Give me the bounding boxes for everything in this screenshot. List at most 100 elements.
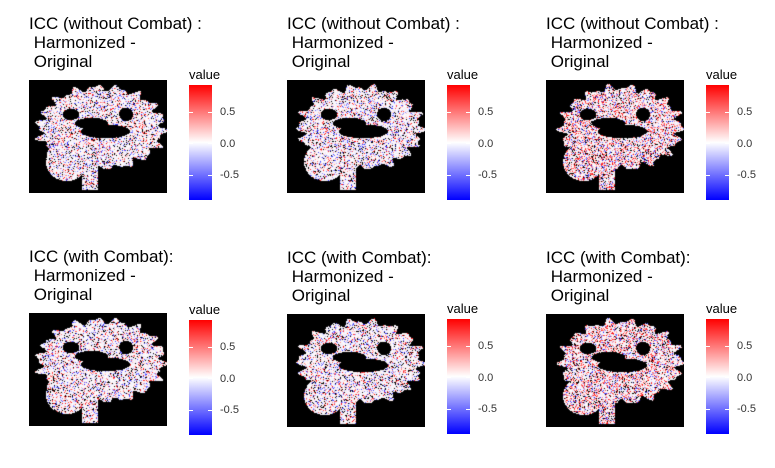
brain-heatmap <box>546 314 684 427</box>
brain-heatmap <box>29 313 167 426</box>
legend-tick-label: 0.0 <box>220 373 236 385</box>
legend-tick-mark <box>706 409 710 410</box>
brain-heatmap <box>287 314 425 427</box>
brain-heatmap <box>287 80 425 193</box>
legend-tick-label: -0.5 <box>737 403 756 415</box>
legend-tick-mark <box>189 143 193 144</box>
legend-title: value <box>189 67 221 82</box>
panel-icc-with-combat-3: ICC (with Combat): Harmonized - Original… <box>546 248 775 468</box>
legend-tick-mark <box>725 175 729 176</box>
color-legend: value 0.5 0.0 -0.5 <box>706 68 775 218</box>
title-line: ICC (with Combat): <box>546 248 691 267</box>
panel-icc-with-combat-2: ICC (with Combat): Harmonized - Original… <box>287 248 537 468</box>
legend-tick-mark <box>447 143 451 144</box>
legend-tick-mark <box>706 377 710 378</box>
title-line: Harmonized - <box>29 266 136 285</box>
legend-colorbar <box>189 320 212 435</box>
panel-title: ICC (without Combat) : Harmonized - Orig… <box>287 14 537 71</box>
legend-title: value <box>447 67 479 82</box>
legend-tick-mark <box>706 143 710 144</box>
legend-tick-mark <box>725 143 729 144</box>
legend-tick-mark <box>706 112 710 113</box>
panel-title: ICC (without Combat) : Harmonized - Orig… <box>29 14 279 71</box>
title-line: Original <box>29 285 93 304</box>
legend-tick-mark <box>725 409 729 410</box>
legend-tick-mark <box>208 175 212 176</box>
color-legend: value 0.5 0.0 -0.5 <box>706 302 775 452</box>
panel-title: ICC (with Combat): Harmonized - Original <box>29 247 279 304</box>
title-line: Harmonized - <box>287 33 394 52</box>
legend-tick-label: 0.0 <box>737 372 753 384</box>
legend-tick-label: 0.0 <box>220 138 236 150</box>
title-line: Harmonized - <box>287 267 394 286</box>
legend-tick-mark <box>208 143 212 144</box>
legend-tick-label: -0.5 <box>737 169 756 181</box>
legend-title: value <box>706 301 738 316</box>
legend-colorbar <box>706 85 729 200</box>
title-line: Original <box>287 286 351 305</box>
legend-tick-mark <box>189 378 193 379</box>
color-legend: value 0.5 0.0 -0.5 <box>189 303 269 453</box>
legend-tick-mark <box>208 410 212 411</box>
title-line: ICC (without Combat) : <box>287 14 460 33</box>
legend-tick-label: -0.5 <box>478 403 497 415</box>
title-line: ICC (with Combat): <box>29 247 174 266</box>
legend-colorbar <box>706 319 729 434</box>
title-line: ICC (with Combat): <box>287 248 432 267</box>
legend-tick-mark <box>466 346 470 347</box>
legend-tick-mark <box>725 377 729 378</box>
legend-tick-label: 0.0 <box>737 138 753 150</box>
legend-tick-mark <box>208 112 212 113</box>
legend-tick-mark <box>447 175 451 176</box>
legend-tick-mark <box>189 112 193 113</box>
legend-tick-mark <box>189 410 193 411</box>
title-line: Original <box>29 52 93 71</box>
color-legend: value 0.5 0.0 -0.5 <box>447 68 527 218</box>
legend-tick-mark <box>466 112 470 113</box>
title-line: Original <box>546 286 610 305</box>
legend-tick-label: 0.5 <box>220 106 236 118</box>
brain-heatmap <box>29 80 167 193</box>
legend-tick-mark <box>706 175 710 176</box>
legend-title: value <box>447 301 479 316</box>
legend-tick-label: -0.5 <box>220 169 239 181</box>
legend-tick-label: 0.5 <box>478 106 494 118</box>
legend-tick-label: 0.5 <box>478 340 494 352</box>
legend-tick-mark <box>466 143 470 144</box>
legend-tick-mark <box>466 409 470 410</box>
panel-icc-without-combat-2: ICC (without Combat) : Harmonized - Orig… <box>287 14 537 234</box>
panel-title: ICC (with Combat): Harmonized - Original <box>287 248 537 305</box>
legend-tick-mark <box>208 378 212 379</box>
title-line: Harmonized - <box>546 267 653 286</box>
title-line: Original <box>546 52 610 71</box>
color-legend: value 0.5 0.0 -0.5 <box>189 68 269 218</box>
legend-tick-mark <box>189 175 193 176</box>
legend-tick-mark <box>466 377 470 378</box>
legend-tick-label: 0.5 <box>737 106 753 118</box>
title-line: Harmonized - <box>546 33 653 52</box>
legend-tick-mark <box>447 346 451 347</box>
legend-colorbar <box>189 85 212 200</box>
legend-tick-label: 0.0 <box>478 138 494 150</box>
legend-tick-label: 0.0 <box>478 372 494 384</box>
title-line: ICC (without Combat) : <box>546 14 719 33</box>
legend-tick-mark <box>189 347 193 348</box>
title-line: Original <box>287 52 351 71</box>
legend-tick-mark <box>447 377 451 378</box>
legend-tick-label: 0.5 <box>737 340 753 352</box>
panel-title: ICC (without Combat) : Harmonized - Orig… <box>546 14 775 71</box>
legend-title: value <box>706 67 738 82</box>
legend-tick-mark <box>466 175 470 176</box>
legend-title: value <box>189 302 221 317</box>
brain-heatmap <box>546 80 684 193</box>
legend-tick-mark <box>706 346 710 347</box>
panel-icc-without-combat-1: ICC (without Combat) : Harmonized - Orig… <box>29 14 279 234</box>
panel-icc-without-combat-3: ICC (without Combat) : Harmonized - Orig… <box>546 14 775 234</box>
panel-icc-with-combat-1: ICC (with Combat): Harmonized - Original… <box>29 247 279 467</box>
legend-tick-label: 0.5 <box>220 341 236 353</box>
legend-tick-mark <box>447 112 451 113</box>
panel-title: ICC (with Combat): Harmonized - Original <box>546 248 775 305</box>
legend-tick-mark <box>208 347 212 348</box>
title-line: ICC (without Combat) : <box>29 14 202 33</box>
color-legend: value 0.5 0.0 -0.5 <box>447 302 527 452</box>
